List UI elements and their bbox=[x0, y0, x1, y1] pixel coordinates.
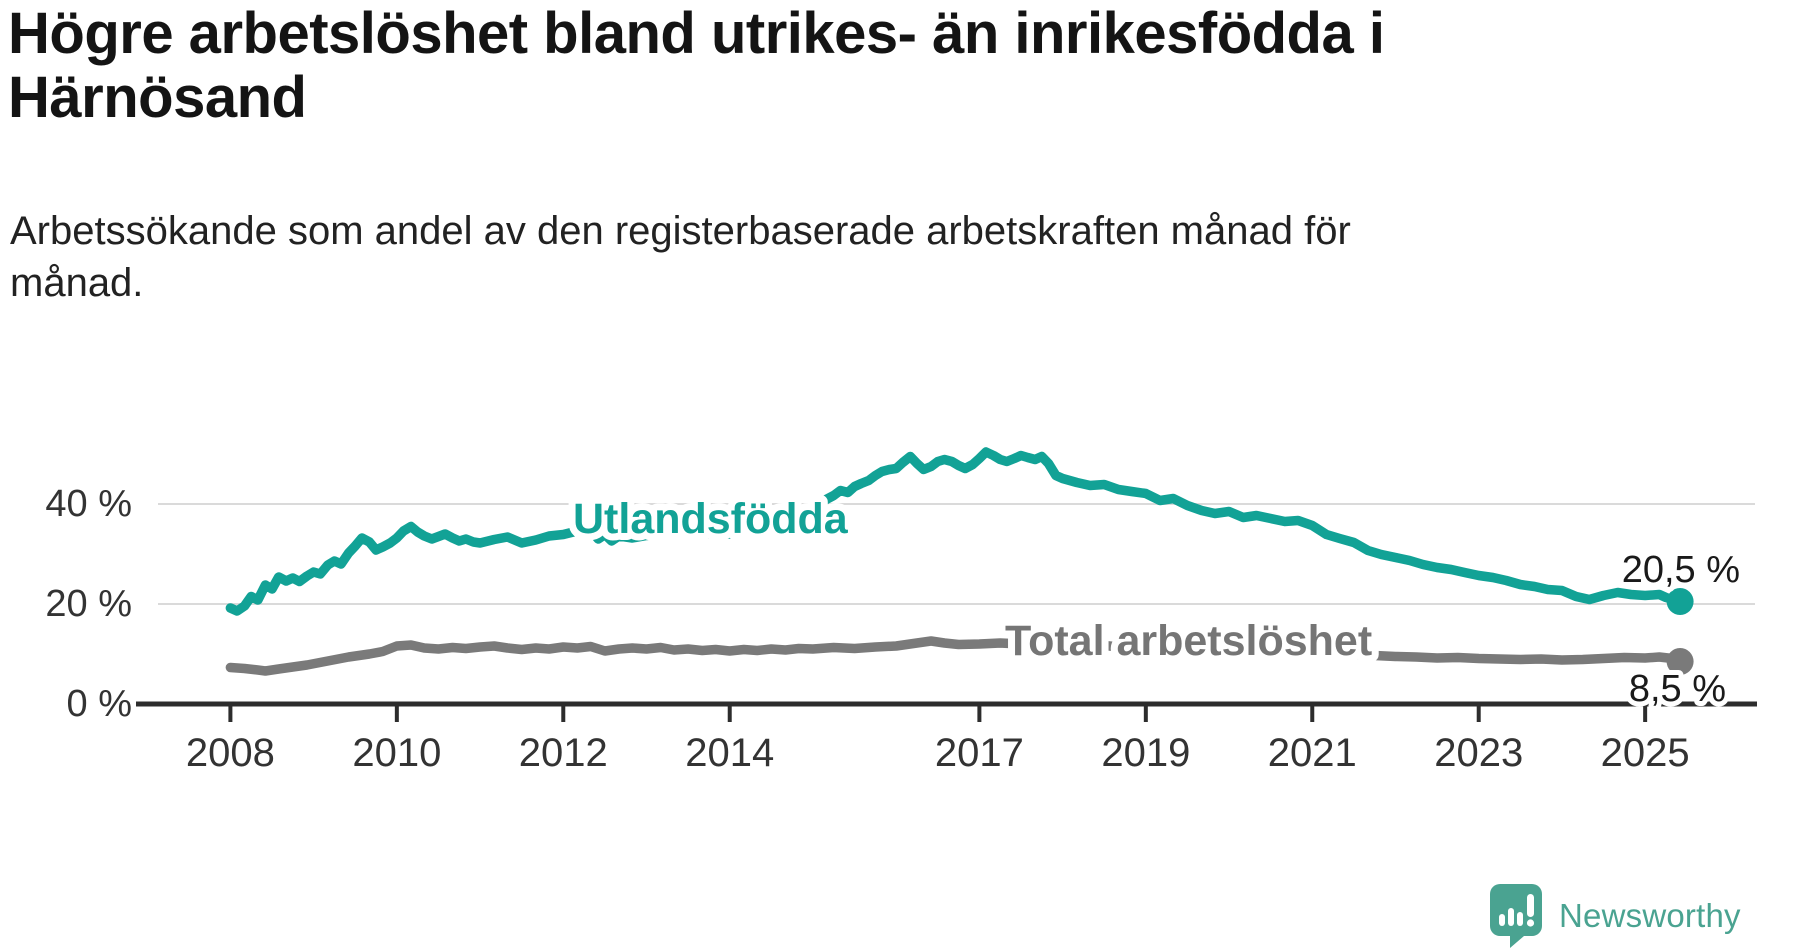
logo-exclamation-bar bbox=[1527, 894, 1534, 917]
x-tick-label: 2021 bbox=[1268, 731, 1357, 775]
series-end-dot bbox=[1666, 648, 1694, 675]
end-value-label: 20,5 % bbox=[1622, 549, 1740, 591]
logo-text: Newsworthy bbox=[1559, 897, 1741, 934]
series-label: Utlandsfödda bbox=[573, 495, 849, 543]
page-title: Högre arbetslöshet bland utrikes- än inr… bbox=[8, 1, 1385, 130]
y-tick-label: 20 % bbox=[45, 583, 132, 625]
x-tick-label: 2023 bbox=[1434, 731, 1523, 775]
x-tick-label: 2025 bbox=[1601, 731, 1690, 775]
logo-exclamation-dot bbox=[1526, 919, 1535, 927]
x-tick-label: 2010 bbox=[352, 731, 441, 775]
x-tick-label: 2008 bbox=[186, 731, 275, 775]
page-title-line1: Högre arbetslöshet bland utrikes- än inr… bbox=[8, 1, 1385, 66]
series-line-utlandsfodda bbox=[225, 447, 1685, 616]
x-tick-label: 2012 bbox=[519, 731, 608, 775]
y-tick-label: 0 % bbox=[67, 683, 132, 725]
logo-bar-3 bbox=[1517, 912, 1523, 926]
x-tick-label: 2014 bbox=[685, 731, 774, 775]
logo-bar-2 bbox=[1508, 908, 1514, 926]
newsworthy-logo: Newsworthy bbox=[1490, 884, 1741, 948]
series-end-dot bbox=[1666, 588, 1694, 615]
page-subtitle: Arbetssökande som andel av den registerb… bbox=[10, 205, 1351, 309]
series-label: Total arbetslöshet bbox=[1005, 617, 1372, 665]
page-title-line2: Härnösand bbox=[8, 65, 307, 130]
series-line-total bbox=[225, 636, 1685, 676]
y-tick-label: 40 % bbox=[45, 483, 132, 525]
logo-bar-1 bbox=[1499, 914, 1505, 926]
page-subtitle-line2: månad. bbox=[10, 261, 144, 305]
x-tick-label: 2017 bbox=[935, 731, 1024, 775]
page-subtitle-line1: Arbetssökande som andel av den registerb… bbox=[10, 209, 1351, 253]
x-tick-label: 2019 bbox=[1101, 731, 1190, 775]
newsworthy-speech-bubble-chart-icon bbox=[1490, 884, 1542, 948]
end-value-label: 8,5 % bbox=[1629, 668, 1726, 710]
